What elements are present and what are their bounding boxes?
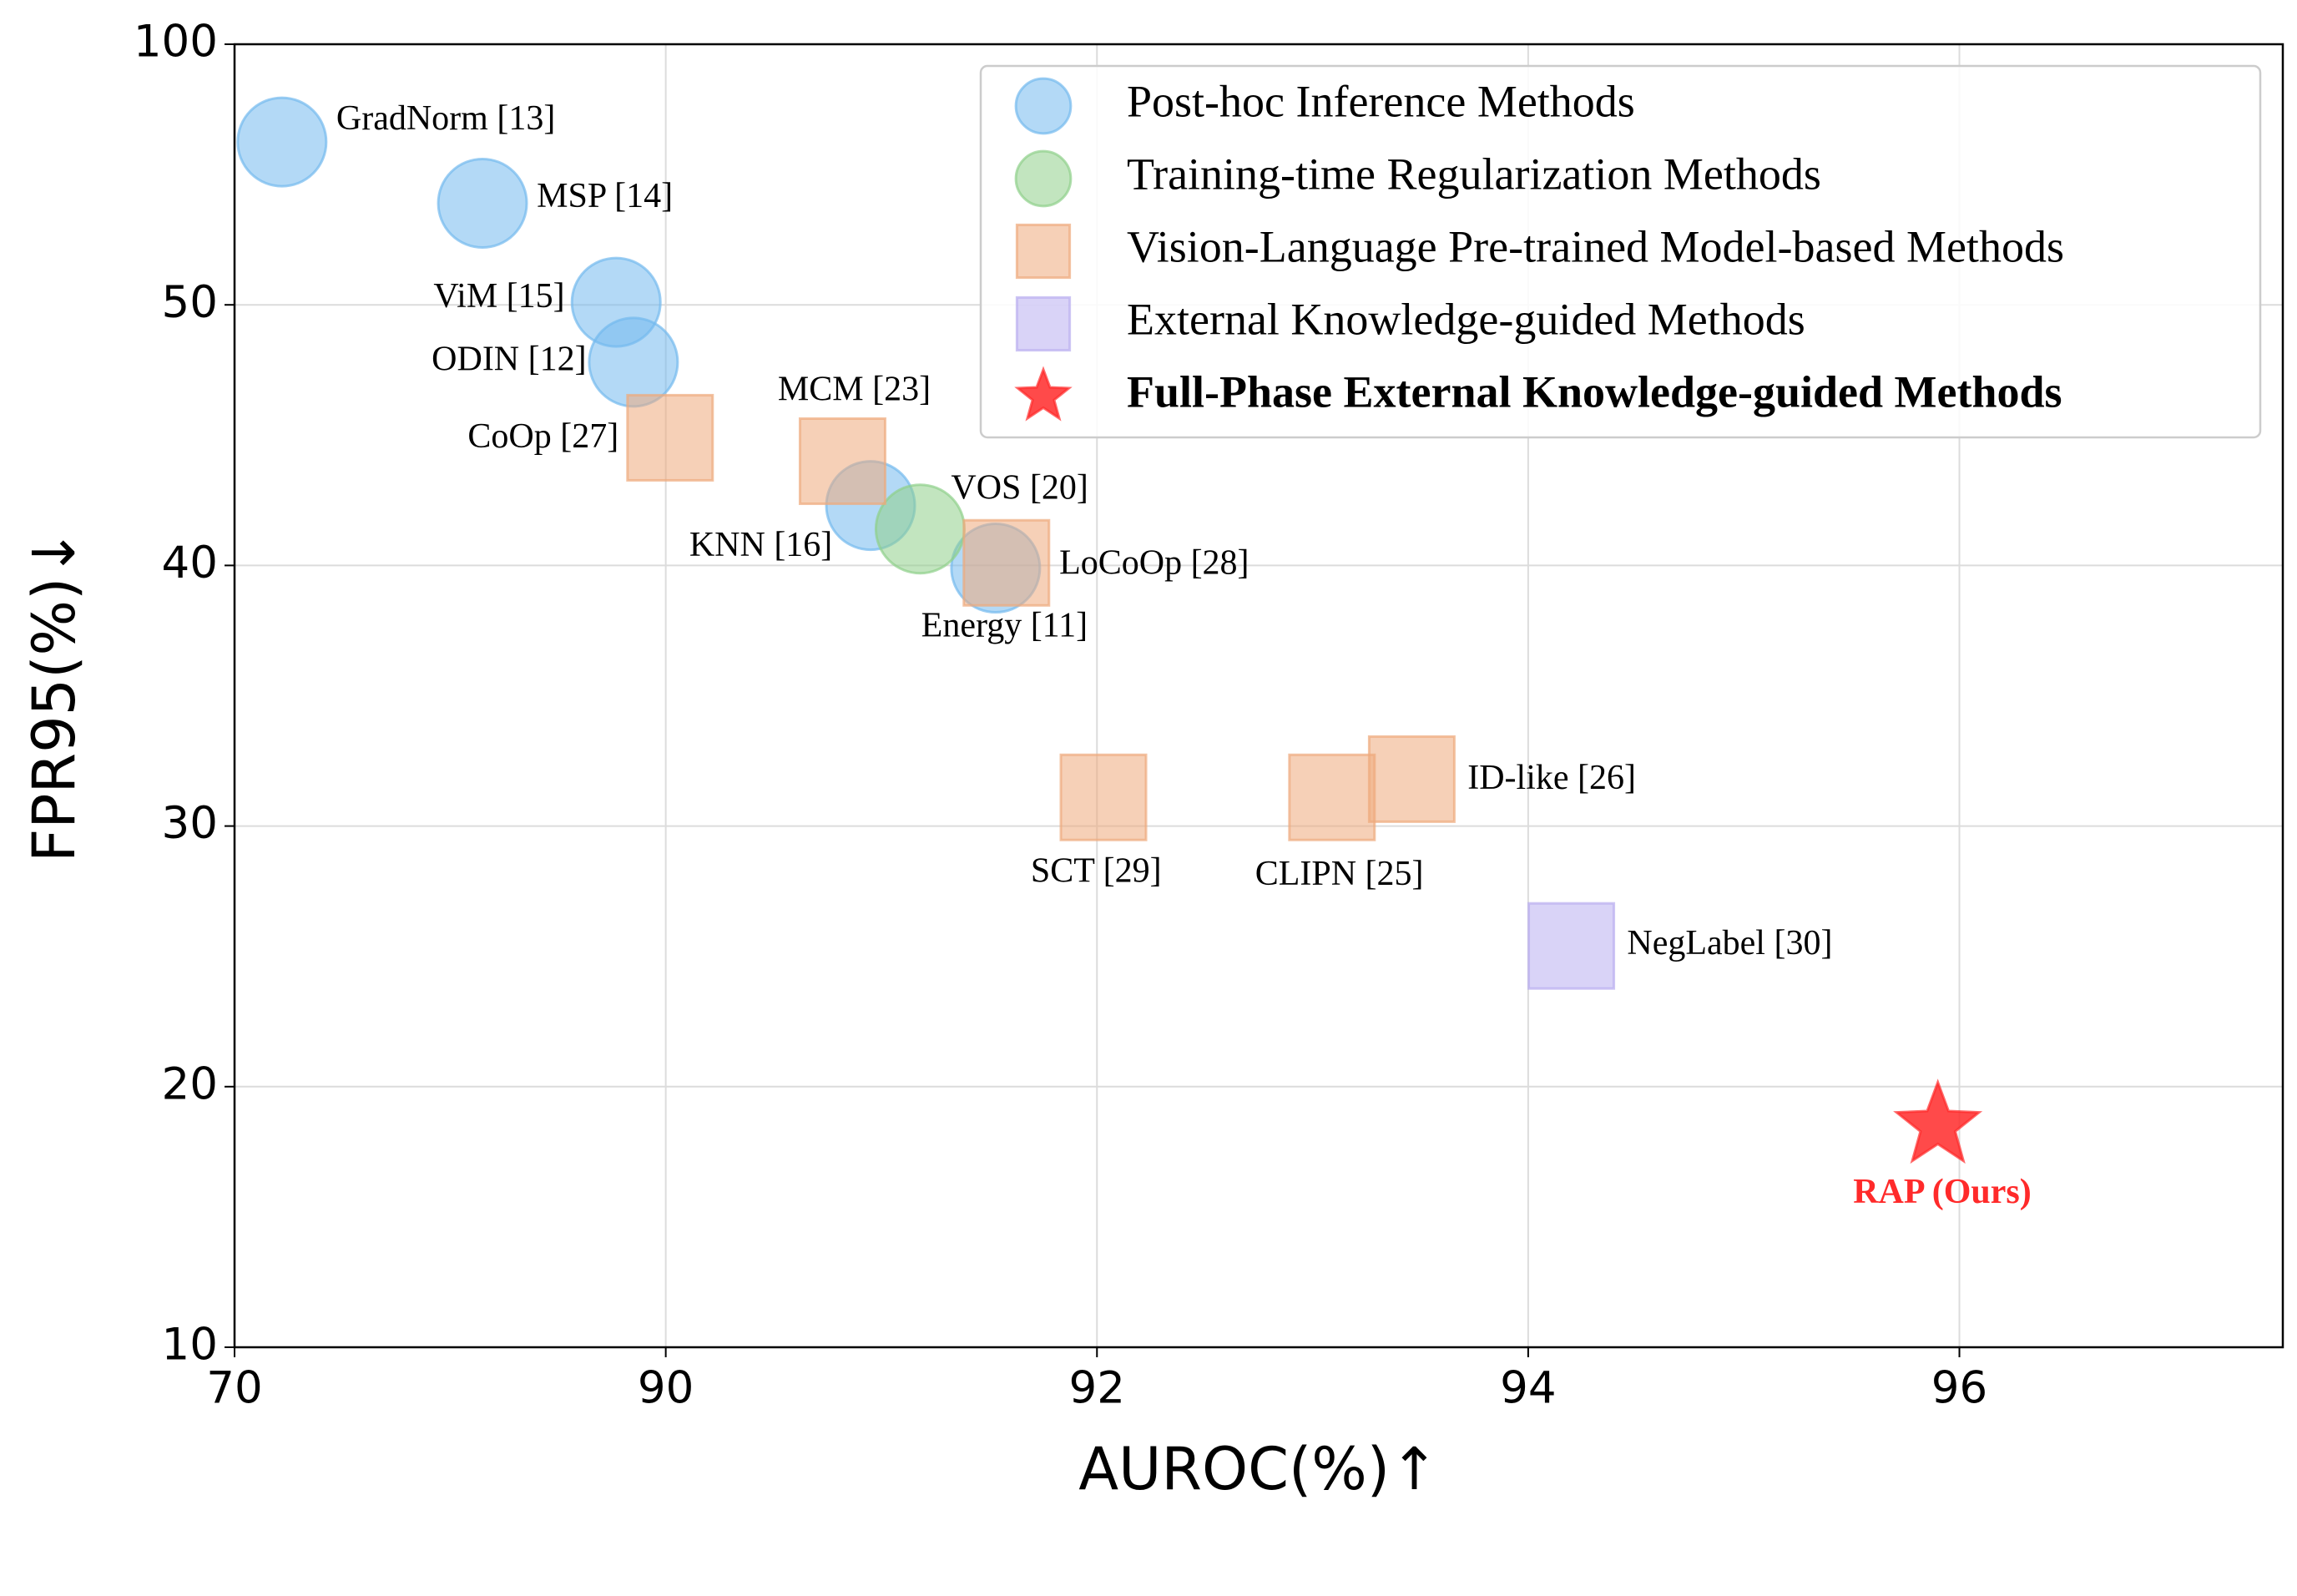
legend-marker <box>1014 77 1073 135</box>
point <box>962 518 1051 607</box>
point <box>626 393 714 482</box>
legend-label: External Knowledge-guided Methods <box>1127 294 1805 344</box>
point-label: LoCoOp [28] <box>1059 543 1249 582</box>
point <box>1893 1078 1983 1164</box>
point-label: VOS [20] <box>951 469 1088 508</box>
point-label: GradNorm [13] <box>336 99 555 138</box>
y-axis-title: FPR95(%)↓ <box>20 528 88 862</box>
point-label: MCM [23] <box>778 371 931 409</box>
point-label: Energy [11] <box>921 606 1088 644</box>
y-tick-label: 50 <box>162 277 218 328</box>
legend-label: Post-hoc Inference Methods <box>1127 76 1635 126</box>
point-label: KNN [16] <box>689 526 832 564</box>
y-tick-label: 20 <box>162 1058 218 1109</box>
point-label: ODIN [12] <box>432 341 586 379</box>
point <box>1527 902 1616 990</box>
point-label: CoOp [27] <box>467 417 618 456</box>
point <box>1367 735 1456 823</box>
legend-label: Full-Phase External Knowledge-guided Met… <box>1127 366 2062 417</box>
point-label: ID-like [26] <box>1467 759 1636 797</box>
point <box>236 96 328 188</box>
legend-box <box>979 64 2262 439</box>
point-label: ViM [15] <box>433 277 564 316</box>
point <box>437 157 528 249</box>
y-tick-label: 40 <box>162 538 218 588</box>
point-label: MSP [14] <box>537 177 673 215</box>
legend-label: Training-time Regularization Methods <box>1127 149 1821 199</box>
legend-label: Vision-Language Pre-trained Model-based … <box>1127 221 2064 271</box>
point-label: NegLabel [30] <box>1627 924 1832 962</box>
x-tick-label: 70 <box>206 1363 262 1414</box>
legend: Post-hoc Inference Methods Training-time … <box>979 64 2262 439</box>
point <box>588 316 679 408</box>
point-label: CLIPN [25] <box>1255 855 1424 893</box>
x-tick-label: 90 <box>638 1363 694 1414</box>
plot-frame <box>233 43 2284 1349</box>
y-tick-label: 10 <box>162 1320 218 1371</box>
x-axis-title: AUROC(%)↑ <box>1078 1435 1439 1503</box>
point <box>1059 753 1148 841</box>
y-tick-label: 30 <box>162 798 218 849</box>
legend-marker <box>1014 149 1073 208</box>
x-tick-label: 94 <box>1500 1363 1556 1414</box>
point-label: RAP (Ours) <box>1853 1173 2032 1211</box>
x-tick-label: 96 <box>1931 1363 1987 1414</box>
point-label: SCT [29] <box>1031 851 1162 890</box>
point <box>1288 753 1376 841</box>
legend-marker <box>1015 295 1072 352</box>
legend-marker <box>1015 223 1072 280</box>
legend-marker <box>1014 366 1073 422</box>
point <box>798 417 886 506</box>
y-tick-label: 100 <box>134 17 218 68</box>
x-tick-label: 92 <box>1069 1363 1125 1414</box>
